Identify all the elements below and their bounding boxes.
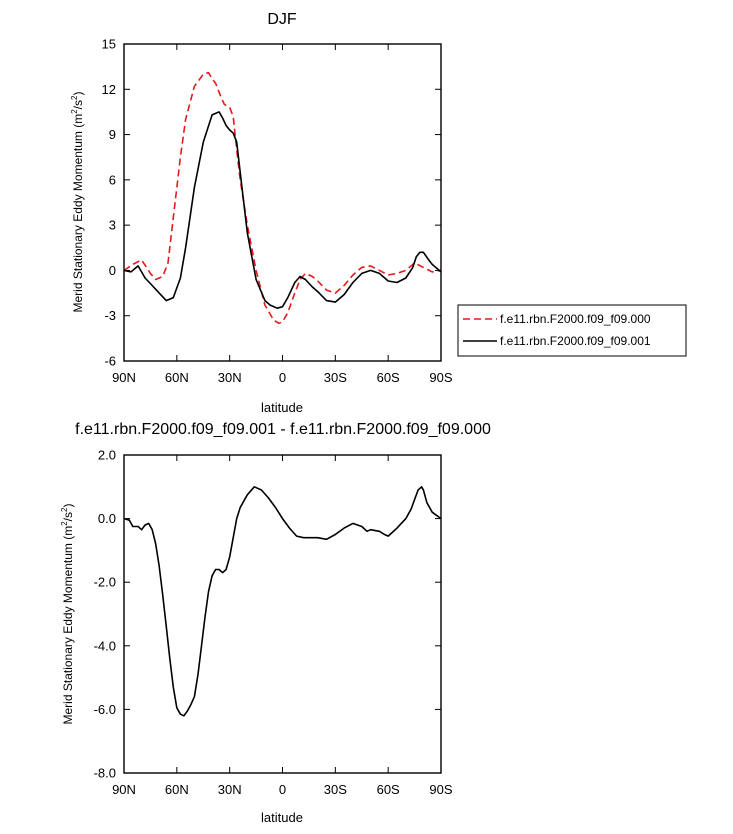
x-tick-label: 0 <box>279 370 286 385</box>
legend-box <box>457 304 687 357</box>
top-chart-legend: f.e11.rbn.F2000.f09_f09.000 f.e11.rbn.F2… <box>457 304 687 357</box>
y-tick-label: 9 <box>109 127 116 142</box>
bottom-chart-lines <box>123 485 442 717</box>
x-tick-label: 90S <box>429 370 452 385</box>
y-tick-label: 12 <box>102 82 116 97</box>
x-tick-label: 60N <box>165 782 189 797</box>
x-tick-label: 30N <box>218 782 242 797</box>
legend-label-series-0: f.e11.rbn.F2000.f09_f09.000 <box>500 312 651 326</box>
bottom-chart-panel: f.e11.rbn.F2000.f09_f09.001 - f.e11.rbn.… <box>60 421 491 825</box>
bottom-chart-title: f.e11.rbn.F2000.f09_f09.001 - f.e11.rbn.… <box>75 421 491 438</box>
x-tick-label: 60N <box>165 370 189 385</box>
top-chart-frame <box>123 43 442 362</box>
x-tick-label: 60S <box>377 782 400 797</box>
y-tick-label: 15 <box>102 37 116 52</box>
y-tick-label: -2.0 <box>94 575 116 590</box>
bottom-chart-ylabel: Merid Stationary Eddy Momentum (m2/s2) <box>60 504 75 725</box>
series-line-0 <box>123 71 442 325</box>
x-tick-label: 90N <box>112 782 136 797</box>
y-tick-label: 0 <box>109 263 116 278</box>
series-line-1 <box>123 111 442 310</box>
x-tick-label: 90S <box>429 782 452 797</box>
y-tick-label: -6 <box>104 354 116 369</box>
x-tick-label: 30S <box>324 370 347 385</box>
x-tick-label: 90N <box>112 370 136 385</box>
legend-label-series-1: f.e11.rbn.F2000.f09_f09.001 <box>500 334 651 348</box>
bottom-chart-ticks: -8.0 -6.0 -4.0 -2.0 0.0 2.0 90N 60N 30N 0 30S 60S 90… <box>94 448 453 798</box>
y-tick-label: 2.0 <box>98 448 116 463</box>
top-chart-title: DJF <box>267 11 297 28</box>
x-tick-label: 30S <box>324 782 347 797</box>
series-line-0 <box>123 485 442 717</box>
y-tick-label: 3 <box>109 218 116 233</box>
x-tick-label: 0 <box>279 782 286 797</box>
y-tick-label: -8.0 <box>94 766 116 781</box>
y-tick-label: 0.0 <box>98 511 116 526</box>
bottom-chart-frame <box>123 454 442 774</box>
top-chart-lines <box>123 71 442 325</box>
bottom-chart-xlabel: latitude <box>261 810 303 825</box>
top-chart-ticks: -6 -3 0 3 6 9 12 15 90N 60N 30N 0 30S 60S 90S <box>102 37 453 386</box>
top-chart-xlabel: latitude <box>261 400 303 415</box>
x-tick-label: 60S <box>377 370 400 385</box>
y-tick-label: -6.0 <box>94 702 116 717</box>
y-tick-label: -4.0 <box>94 638 116 653</box>
top-chart-panel: DJF -6 -3 0 3 6 9 12 15 90N 60N 30N 0 30S 60S 90S lati… <box>70 11 687 415</box>
x-tick-label: 30N <box>218 370 242 385</box>
y-tick-label: 6 <box>109 172 116 187</box>
y-tick-label: -3 <box>104 308 116 323</box>
top-chart-ylabel: Merid Stationary Eddy Momentum (m2/s2) <box>70 92 85 313</box>
